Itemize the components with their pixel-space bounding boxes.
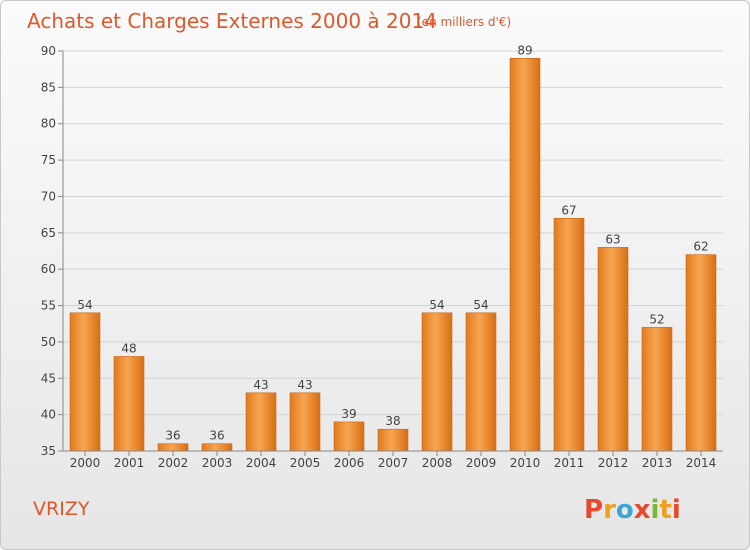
logo-letter: r (603, 495, 616, 525)
bar (289, 392, 321, 452)
x-tick-label: 2008 (422, 456, 453, 470)
x-tick-label: 2010 (510, 456, 541, 470)
bar (201, 443, 233, 452)
logo-letter: x (634, 495, 651, 525)
x-tick-label: 2011 (554, 456, 585, 470)
bar-value-label: 63 (605, 232, 620, 246)
bar-value-label: 48 (121, 341, 136, 355)
bar-value-label: 62 (693, 240, 708, 254)
bar-value-label: 43 (253, 378, 268, 392)
x-tick-label: 2007 (378, 456, 409, 470)
bar-value-label: 67 (561, 203, 576, 217)
bar-value-label: 38 (385, 414, 400, 428)
bar-value-label: 54 (473, 298, 488, 312)
bar (597, 247, 629, 452)
x-tick-label: 2012 (598, 456, 629, 470)
y-tick-label: 35 (41, 444, 56, 458)
bars (69, 57, 717, 452)
x-tick-label: 2004 (246, 456, 277, 470)
bar-value-labels: 54 48 36 36 43 43 39 38 54 54 89 67 63 52 62 (77, 43, 708, 442)
bar (245, 392, 277, 452)
bar-value-label: 36 (209, 429, 224, 443)
bar (157, 443, 189, 452)
x-tick-label: 2006 (334, 456, 365, 470)
y-tick-label: 85 (41, 80, 56, 94)
y-tick-label: 60 (41, 262, 56, 276)
bar (113, 356, 145, 452)
logo-letter: i (672, 495, 681, 525)
logo-letter: t (659, 495, 671, 525)
bar (69, 312, 101, 452)
x-tick-label: 2013 (642, 456, 673, 470)
chart-subtitle: (en milliers d'€) (417, 15, 511, 29)
y-tick-label: 50 (41, 335, 56, 349)
bar (377, 428, 409, 452)
logo-letter: o (616, 495, 634, 525)
bar (465, 312, 497, 452)
x-tick-label: 2000 (70, 456, 101, 470)
proxiti-logo: Proxiti (584, 495, 681, 525)
y-tick-label: 65 (41, 226, 56, 240)
bar (509, 57, 541, 452)
bar-value-label: 43 (297, 378, 312, 392)
y-tick-label: 75 (41, 153, 56, 167)
x-axis-ticks: 2000 2001 2002 2003 2004 2005 2006 2007 2008 2009… (70, 451, 717, 470)
bar (641, 327, 673, 452)
bar (553, 217, 585, 452)
y-axis-ticks: 35 40 45 50 55 60 65 70 75 80 85 90 (41, 44, 63, 458)
chart-title: Achats et Charges Externes 2000 à 2014 (27, 9, 437, 33)
bar-value-label: 54 (429, 298, 444, 312)
bar-value-label: 36 (165, 429, 180, 443)
bar-value-label: 54 (77, 298, 92, 312)
grid-lines (63, 50, 723, 416)
x-tick-label: 2009 (466, 456, 497, 470)
y-tick-label: 45 (41, 371, 56, 385)
logo-letter: P (584, 495, 603, 525)
logo-letter: i (651, 495, 660, 525)
x-tick-label: 2014 (686, 456, 717, 470)
x-tick-label: 2002 (158, 456, 189, 470)
x-tick-label: 2003 (202, 456, 233, 470)
y-tick-label: 70 (41, 189, 56, 203)
y-tick-label: 55 (41, 299, 56, 313)
y-tick-label: 40 (41, 408, 56, 422)
bar (421, 312, 453, 452)
bar (333, 421, 365, 452)
commune-name: VRIZY (33, 498, 90, 520)
y-tick-label: 80 (41, 117, 56, 131)
bar (685, 254, 717, 452)
x-tick-label: 2005 (290, 456, 321, 470)
bar-value-label: 89 (517, 43, 532, 57)
y-tick-label: 90 (41, 44, 56, 58)
x-tick-label: 2001 (114, 456, 145, 470)
bar-value-label: 39 (341, 407, 356, 421)
bar-value-label: 52 (649, 312, 664, 326)
